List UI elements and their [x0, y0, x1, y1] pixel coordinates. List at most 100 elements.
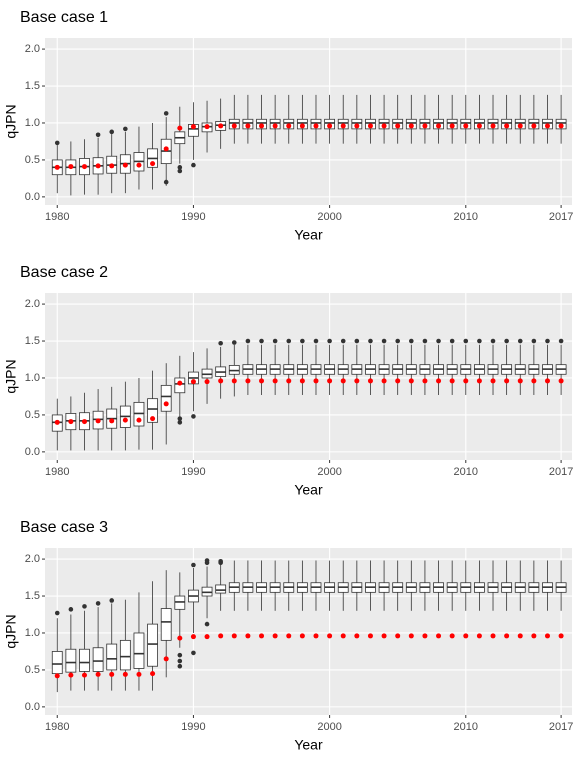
- point: [54, 419, 60, 425]
- panel-title: Base case 2: [20, 264, 108, 281]
- point: [204, 379, 210, 385]
- point: [422, 633, 428, 639]
- outlier: [68, 607, 74, 612]
- outlier: [191, 414, 196, 419]
- outlier: [422, 338, 428, 344]
- outlier: [204, 558, 210, 563]
- outlier: [477, 338, 482, 344]
- point: [286, 633, 292, 639]
- point: [422, 123, 428, 129]
- x-tick-label: 2000: [317, 211, 341, 223]
- point: [163, 656, 169, 662]
- plot-background: [45, 293, 572, 460]
- outlier: [545, 338, 550, 344]
- x-tick-label: 1990: [181, 466, 205, 478]
- outlier: [177, 168, 183, 174]
- point: [408, 633, 414, 639]
- point: [177, 635, 183, 641]
- y-tick-label: 1.5: [25, 590, 40, 602]
- point: [449, 633, 455, 639]
- point: [299, 378, 305, 384]
- x-tick-label: 2017: [549, 211, 573, 223]
- point: [136, 162, 142, 168]
- x-tick-label: 2000: [317, 721, 341, 733]
- x-tick-label: 1990: [181, 211, 205, 223]
- outlier: [381, 338, 387, 344]
- point: [558, 378, 564, 384]
- outlier: [272, 338, 278, 344]
- outlier: [449, 338, 455, 344]
- point: [313, 123, 319, 129]
- point: [81, 164, 87, 170]
- point: [204, 634, 210, 640]
- outlier: [409, 338, 414, 344]
- point: [340, 633, 346, 639]
- panel-title: Base case 1: [20, 9, 108, 26]
- point: [544, 633, 550, 639]
- point: [81, 672, 87, 678]
- outlier: [368, 338, 373, 344]
- point: [218, 123, 224, 129]
- outlier: [300, 338, 305, 344]
- point: [340, 378, 346, 384]
- point: [449, 123, 455, 129]
- y-tick-label: 0.5: [25, 409, 40, 421]
- point: [490, 633, 496, 639]
- point: [286, 378, 292, 384]
- point: [544, 378, 550, 384]
- point: [408, 378, 414, 384]
- outlier: [109, 598, 115, 603]
- point: [367, 378, 373, 384]
- point: [504, 123, 510, 129]
- box: [133, 632, 145, 669]
- point: [476, 123, 482, 129]
- point: [327, 123, 333, 129]
- point: [354, 123, 360, 129]
- point: [408, 123, 414, 129]
- point: [449, 378, 455, 384]
- outlier: [163, 111, 169, 116]
- point: [81, 419, 87, 425]
- point: [163, 146, 169, 152]
- outlier: [558, 338, 564, 344]
- point: [395, 123, 401, 129]
- point: [136, 417, 142, 423]
- y-tick-label: 1.5: [25, 335, 40, 347]
- outlier: [231, 340, 237, 345]
- outlier: [95, 601, 101, 606]
- point: [68, 419, 74, 425]
- x-tick-label: 2000: [317, 466, 341, 478]
- outlier: [204, 621, 210, 627]
- box: [65, 648, 77, 673]
- point: [245, 633, 251, 639]
- point: [150, 161, 156, 167]
- x-tick-label: 1980: [45, 466, 69, 478]
- y-tick-label: 0.5: [25, 664, 40, 676]
- y-tick-label: 1.0: [25, 627, 40, 639]
- point: [354, 633, 360, 639]
- point: [122, 671, 128, 677]
- point: [204, 124, 210, 130]
- box: [147, 398, 158, 423]
- box: [160, 608, 172, 641]
- point: [395, 378, 401, 384]
- outlier: [218, 559, 223, 564]
- outlier: [463, 338, 469, 344]
- point: [381, 123, 387, 129]
- outlier: [123, 126, 128, 132]
- box: [106, 643, 118, 671]
- panel: Base case 2 0.0 0.5 1.0 1.5 2.0 1980 1990 2000 20…: [3, 264, 574, 497]
- outlier: [177, 658, 183, 664]
- point: [313, 633, 319, 639]
- outlier: [327, 338, 332, 344]
- outlier: [95, 132, 101, 138]
- y-tick-label: 1.0: [25, 117, 40, 129]
- point: [463, 378, 469, 384]
- outlier: [177, 663, 183, 669]
- point: [313, 378, 319, 384]
- outlier: [504, 338, 509, 344]
- y-tick-label: 2.0: [25, 43, 40, 55]
- y-tick-label: 0.0: [25, 446, 40, 458]
- y-tick-label: 2.0: [25, 298, 40, 310]
